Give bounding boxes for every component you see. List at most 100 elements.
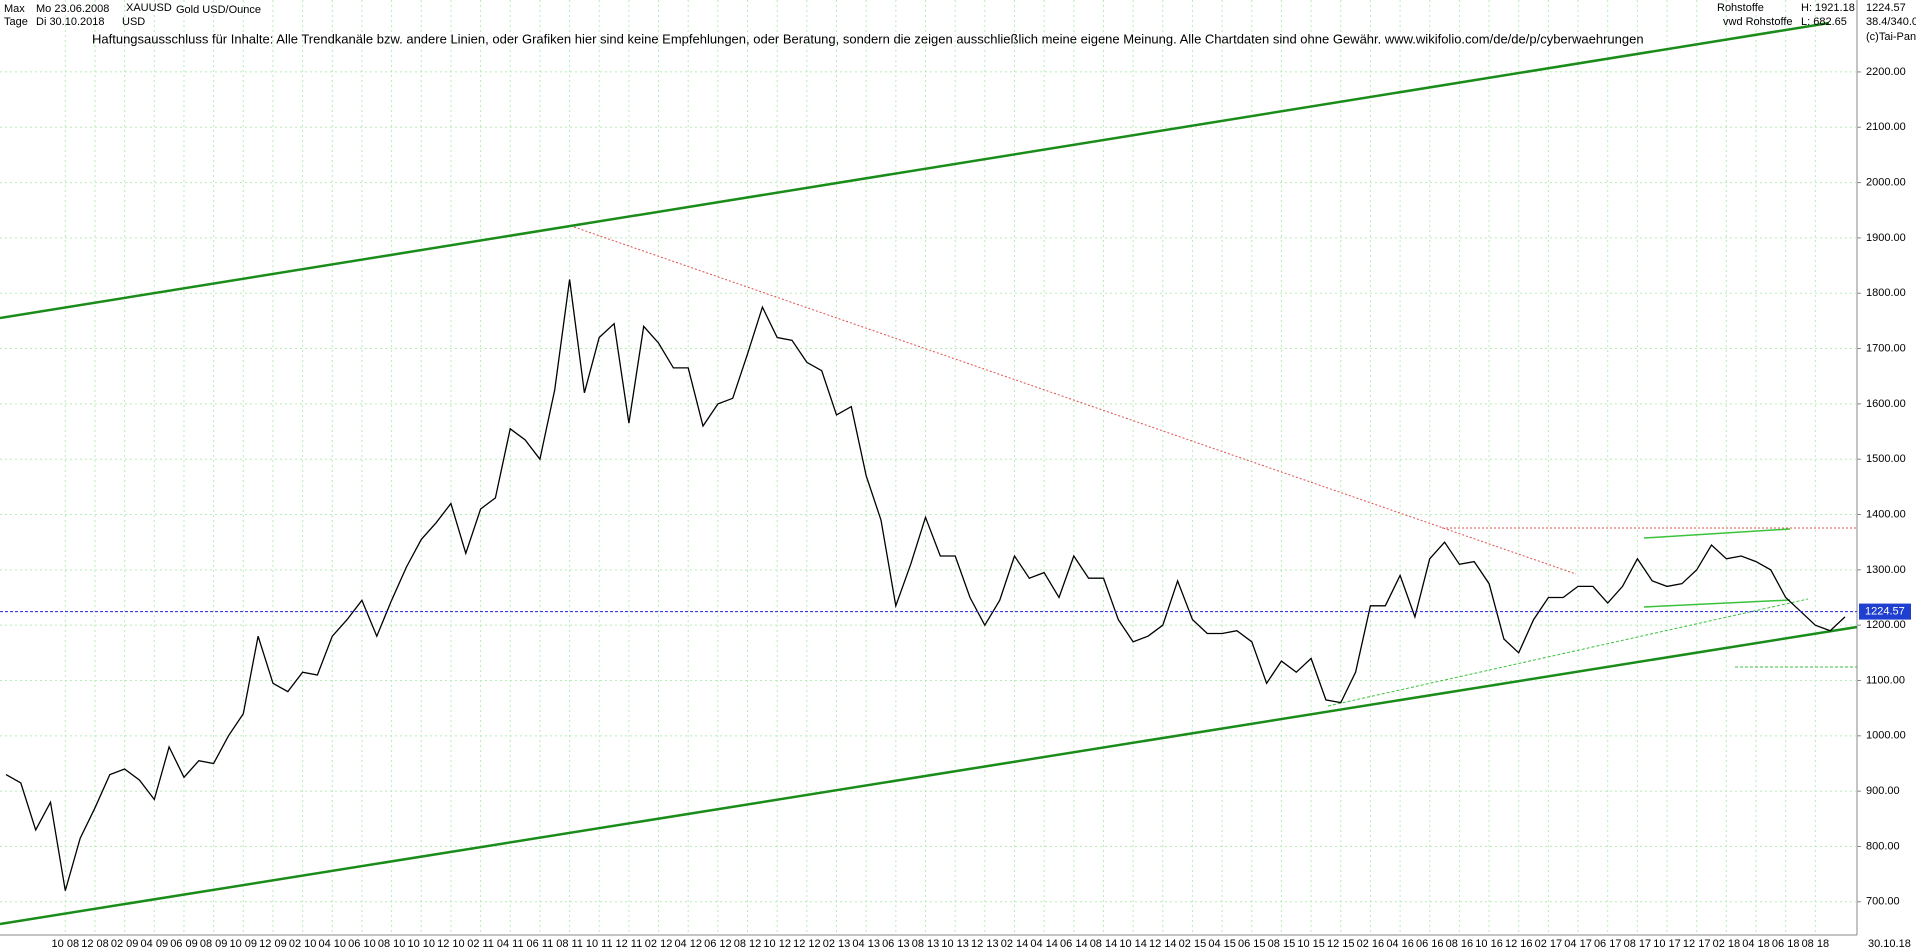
x-tick-label: 08 11 <box>556 938 583 950</box>
last-value-label: 1224.57 <box>1865 605 1905 617</box>
x-tick-label: 12 13 <box>971 938 999 950</box>
x-tick-label: 08 17 <box>1624 938 1652 950</box>
x-tick-label: 08 15 <box>1268 938 1296 950</box>
y-tick-label: 1000.00 <box>1866 730 1906 742</box>
x-tick-label: 04 13 <box>852 938 880 950</box>
copyright: (c)Tai-Pan <box>1866 31 1916 43</box>
y-tick-label: 1700.00 <box>1866 342 1906 354</box>
trend-lower <box>0 625 1858 926</box>
triangle-bottom <box>1643 599 1791 608</box>
grid <box>0 0 1857 935</box>
disclaimer: Haftungsausschluss für Inhalte: Alle Tre… <box>92 31 1644 46</box>
group: Rohstoffe <box>1717 2 1764 14</box>
end-date: 30.10.18 <box>1868 938 1911 950</box>
x-tick-label: 12 14 <box>1149 938 1177 950</box>
x-tick-label: 06 15 <box>1238 938 1266 950</box>
x-tick-label: 02 16 <box>1357 938 1385 950</box>
x-tick-label: 06 12 <box>704 938 732 950</box>
x-tick-label: 02 09 <box>111 938 139 950</box>
x-tick-label: 08 14 <box>1090 938 1118 950</box>
x-tick-label: 10 10 <box>407 938 435 950</box>
x-tick-label: 10 11 <box>586 938 613 950</box>
x-tick-label: 12 15 <box>1327 938 1355 950</box>
triangle-top <box>1643 528 1791 539</box>
x-tick-label: 06 09 <box>170 938 198 950</box>
x-tick-label: 10 17 <box>1653 938 1681 950</box>
x-tick-label: 06 18 <box>1772 938 1800 950</box>
y-tick-label: 1800.00 <box>1866 287 1906 299</box>
last-value-box <box>1859 603 1911 620</box>
y-tick-label: 700.00 <box>1866 896 1900 908</box>
x-tick-label: 10 08 <box>52 938 80 950</box>
x-tick-label: 06 13 <box>882 938 910 950</box>
x-tick-label: 12 09 <box>259 938 287 950</box>
x-tick-label: 02 15 <box>1179 938 1207 950</box>
trend-upper <box>0 21 1830 320</box>
from-date: Mo 23.06.2008 <box>36 3 109 15</box>
x-tick-label: 08 10 <box>378 938 406 950</box>
x-tick-label: 02 13 <box>823 938 851 950</box>
x-tick-label: 10 14 <box>1119 938 1147 950</box>
x-tick-label: 10 13 <box>941 938 969 950</box>
source: vwd Rohstoffe <box>1723 16 1793 28</box>
x-tick-label: 04 11 <box>497 938 524 950</box>
x-tick-label: 08 12 <box>734 938 762 950</box>
x-tick-label: 08 09 <box>200 938 228 950</box>
instrument-name: Gold USD/Ounce <box>176 4 261 16</box>
x-tick-label: 02 11 <box>467 938 494 950</box>
x-tick-label: 02 10 <box>289 938 317 950</box>
x-tick-label: 04 14 <box>1030 938 1058 950</box>
ratio: 38.4/340.0 <box>1866 16 1916 28</box>
x-tick-label: 12 08 <box>81 938 109 950</box>
to-date: Di 30.10.2018 <box>36 16 105 28</box>
x-tick-label: 02 18 <box>1713 938 1741 950</box>
y-tick-label: 2100.00 <box>1866 121 1906 133</box>
x-tick-label: 10 09 <box>230 938 258 950</box>
x-tick-label: 10 16 <box>1475 938 1503 950</box>
low: L: 682.65 <box>1801 16 1847 28</box>
x-tick-label: 04 10 <box>319 938 347 950</box>
last-value: 1224.57 <box>1866 2 1906 14</box>
y-tick-label: 1300.00 <box>1866 564 1906 576</box>
y-tick-label: 900.00 <box>1866 785 1900 797</box>
trend-green-dashed <box>1327 598 1809 707</box>
y-tick-label: 1900.00 <box>1866 232 1906 244</box>
x-tick-label: 10 15 <box>1297 938 1325 950</box>
period[interactable]: Tage <box>4 16 28 28</box>
x-tick-label: 02 14 <box>1001 938 1029 950</box>
x-tick-label: 12 12 <box>793 938 821 950</box>
y-tick-label: 800.00 <box>1866 840 1900 852</box>
x-tick-label: 06 14 <box>1060 938 1088 950</box>
x-tick-label: 12 11 <box>616 938 643 950</box>
x-tick-label: 06 16 <box>1416 938 1444 950</box>
trend-red <box>573 226 1577 575</box>
x-tick-label: 12 10 <box>437 938 465 950</box>
x-tick-label: 08 18 <box>1802 938 1830 950</box>
x-tick-label: 12 16 <box>1505 938 1533 950</box>
y-tick-label: 1200.00 <box>1866 619 1906 631</box>
x-tick-label: 10 12 <box>763 938 791 950</box>
x-tick-label: 04 12 <box>674 938 702 950</box>
x-tick-label: 04 16 <box>1386 938 1414 950</box>
y-tick-label: 1600.00 <box>1866 398 1906 410</box>
x-tick-label: 06 11 <box>527 938 554 950</box>
x-tick-label: 06 10 <box>348 938 376 950</box>
y-tick-label: 1400.00 <box>1866 508 1906 520</box>
range[interactable]: Max <box>4 3 25 15</box>
plot <box>0 279 1857 891</box>
y-tick-label: 1100.00 <box>1866 674 1905 686</box>
x-tick-label: 02 17 <box>1535 938 1563 950</box>
x-tick-label: 02 12 <box>645 938 673 950</box>
x-tick-label: 08 16 <box>1446 938 1474 950</box>
x-tick-label: 08 13 <box>912 938 940 950</box>
currency: USD <box>122 16 145 28</box>
price-line <box>5 279 1846 891</box>
high: H: 1921.18 <box>1801 2 1855 14</box>
x-tick-label: 04 15 <box>1208 938 1236 950</box>
x-tick-label: 04 09 <box>141 938 169 950</box>
x-tick-label: 06 17 <box>1594 938 1622 950</box>
x-tick-label: 04 17 <box>1564 938 1592 950</box>
y-tick-label: 2200.00 <box>1866 66 1906 78</box>
